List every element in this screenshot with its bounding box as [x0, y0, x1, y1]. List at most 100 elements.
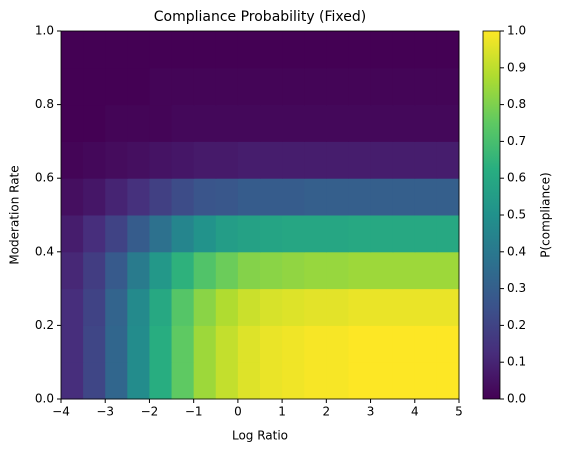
heatmap-cell: [436, 362, 460, 400]
chart-title: Compliance Probability (Fixed): [154, 9, 367, 25]
heatmap-cell: [127, 67, 150, 106]
colorbar-tick-label: 0.9: [507, 60, 526, 74]
heatmap-cell: [282, 104, 305, 142]
heatmap-cell: [348, 215, 372, 253]
heatmap-cell: [282, 325, 305, 363]
heatmap-cell: [326, 288, 349, 326]
x-tick-label: −2: [141, 405, 159, 419]
heatmap-cell: [260, 251, 283, 290]
heatmap-cell: [83, 215, 106, 253]
heatmap-cell: [171, 288, 195, 326]
heatmap-cell: [193, 67, 217, 106]
heatmap-cell: [171, 67, 195, 106]
heatmap-cell: [61, 104, 84, 142]
plot-frame: [60, 30, 460, 400]
heatmap-cell: [61, 325, 84, 363]
heatmap-cell: [193, 362, 217, 400]
heatmap-cell: [348, 104, 372, 142]
x-tick-label: 2: [323, 405, 331, 419]
heatmap-cell: [436, 104, 460, 142]
heatmap-cell: [392, 67, 416, 106]
heatmap-cell: [149, 31, 173, 69]
heatmap-cell: [392, 251, 416, 290]
heatmap-cell: [282, 141, 305, 179]
heatmap-cell: [149, 288, 173, 326]
heatmap-cell: [61, 251, 84, 290]
heatmap-cell: [436, 251, 460, 290]
heatmap-cell: [237, 251, 261, 290]
heatmap-cell: [171, 325, 195, 363]
heatmap-cell: [105, 325, 128, 363]
heatmap-cell: [260, 215, 283, 253]
heatmap-cell: [282, 251, 305, 290]
heatmap-cell: [61, 215, 84, 253]
heatmap-cell: [127, 215, 150, 253]
heatmap-cell: [282, 31, 305, 69]
heatmap-cell: [83, 67, 106, 106]
y-tick-label: 0.0: [35, 392, 54, 406]
heatmap-cell: [370, 251, 394, 290]
heatmap-cell: [414, 215, 438, 253]
colorbar-tick-label: 0.8: [507, 97, 526, 111]
heatmap-cell: [304, 104, 327, 142]
heatmap-cell: [105, 67, 128, 106]
colorbar-label: P(compliance): [539, 172, 553, 257]
heatmap-cell: [193, 31, 217, 69]
heatmap-cell: [304, 325, 327, 363]
heatmap-cell: [61, 67, 84, 106]
x-tick-label: −3: [96, 405, 114, 419]
heatmap-cell: [61, 141, 84, 179]
heatmap-cell: [260, 67, 283, 106]
heatmap-cell: [127, 288, 150, 326]
colorbar-tick-label: 0.7: [507, 134, 526, 148]
heatmap-cell: [326, 67, 349, 106]
heatmap-cell: [105, 178, 128, 216]
x-tick-label: 5: [455, 405, 463, 419]
heatmap-cell: [348, 31, 372, 69]
heatmap-cell: [193, 288, 217, 326]
x-tick-label: −1: [185, 405, 203, 419]
colorbar-tick-label: 0.0: [507, 392, 526, 406]
heatmap-cell: [260, 288, 283, 326]
heatmap-cell: [326, 178, 349, 216]
heatmap-cell: [171, 215, 195, 253]
heatmap-cell: [127, 362, 150, 400]
heatmap-cell: [83, 251, 106, 290]
y-tick-label: 0.4: [35, 244, 54, 258]
x-tick-label: −4: [52, 405, 70, 419]
heatmap-cell: [436, 178, 460, 216]
heatmap-cell: [436, 325, 460, 363]
heatmap-cell: [304, 178, 327, 216]
heatmap-cell: [326, 215, 349, 253]
heatmap-cell: [392, 215, 416, 253]
heatmap-cell: [414, 251, 438, 290]
heatmap-cell: [348, 288, 372, 326]
heatmap-cell: [105, 215, 128, 253]
heatmap-cell: [414, 31, 438, 69]
colorbar-tick-label: 0.2: [507, 318, 526, 332]
heatmap-cell: [149, 178, 173, 216]
heatmap-cell: [304, 362, 327, 400]
heatmap-cell: [326, 141, 349, 179]
heatmap-cell: [149, 67, 173, 106]
heatmap-cell: [237, 67, 261, 106]
heatmap-cell: [436, 31, 460, 69]
heatmap-cell: [193, 325, 217, 363]
heatmap-cell: [370, 362, 394, 400]
heatmap-cell: [127, 141, 150, 179]
heatmap-cell: [149, 362, 173, 400]
heatmap-cell: [370, 141, 394, 179]
heatmap-cell: [215, 325, 239, 363]
heatmap-cell: [105, 104, 128, 142]
y-tick-label: 0.8: [35, 97, 54, 111]
heatmap-cell: [83, 288, 106, 326]
heatmap-cell: [193, 178, 217, 216]
heatmap-cell: [61, 362, 84, 400]
heatmap-cell: [304, 251, 327, 290]
heatmap-cell: [348, 251, 372, 290]
heatmap-cell: [237, 288, 261, 326]
x-tick-label: 4: [411, 405, 419, 419]
y-tick-label: 1.0: [35, 24, 54, 38]
heatmap-cell: [326, 362, 349, 400]
heatmap-cell: [414, 104, 438, 142]
